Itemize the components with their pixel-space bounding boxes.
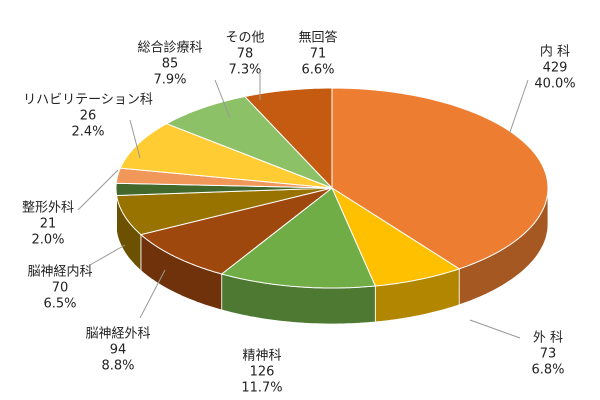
label-percent: 11.7% [241, 381, 282, 396]
pie-slice [115, 182, 333, 197]
label-value: 85 [162, 57, 179, 72]
label-value: 70 [52, 281, 69, 296]
leader-line [509, 79, 529, 133]
pie-slice [331, 87, 549, 270]
label-percent: 6.8% [531, 363, 564, 378]
leader-line [139, 269, 166, 319]
leader-line [77, 169, 119, 211]
label-percent: 2.4% [71, 125, 104, 140]
leader-line [469, 319, 521, 339]
pie-slice [139, 187, 333, 275]
label-name: その他 [225, 31, 264, 46]
leader-line [214, 79, 231, 119]
pie-slice [165, 95, 333, 189]
pie-slice [243, 87, 333, 190]
label-percent: 7.3% [228, 63, 261, 78]
label-percent: 40.0% [534, 77, 575, 92]
label-name: 脳神経外科 [85, 327, 150, 342]
label-name: 脳神経内科 [27, 264, 92, 280]
label-name: 整形外科 [22, 201, 74, 216]
label-name: 精神科 [242, 349, 281, 364]
label-percent: 6.5% [43, 297, 76, 312]
label-value: 78 [237, 47, 254, 62]
label-name: 無回答 [298, 30, 337, 46]
label-name: 外 科 [533, 331, 563, 346]
label-value: 94 [110, 343, 127, 358]
label-name: 総合診療科 [137, 40, 202, 56]
label-value: 126 [250, 365, 275, 380]
pie-slice [330, 186, 461, 287]
leader-line [89, 244, 126, 266]
leader-line [129, 119, 141, 159]
label-value: 429 [543, 61, 568, 76]
label-percent: 2.0% [31, 233, 64, 248]
label-name: 内 科 [540, 44, 570, 60]
pie-slice [220, 187, 377, 289]
label-percent: 6.6% [301, 63, 334, 78]
pie-slice [119, 123, 333, 189]
label-percent: 8.8% [101, 359, 134, 374]
pie-slice [116, 187, 333, 236]
label-value: 71 [310, 47, 327, 62]
label-name: リハビリテーション科 [23, 93, 153, 108]
label-value: 73 [540, 347, 557, 362]
label-value: 21 [40, 217, 57, 232]
label-percent: 7.9% [153, 73, 186, 88]
label-value: 26 [80, 109, 97, 124]
